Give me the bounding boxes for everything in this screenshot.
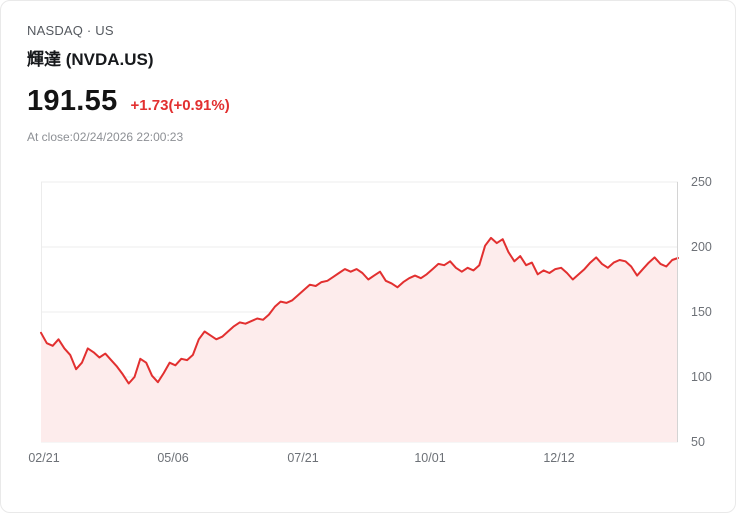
y-axis-label: 150 — [691, 305, 712, 319]
x-axis-label: 05/06 — [157, 451, 189, 465]
y-axis-label: 50 — [691, 435, 705, 449]
price-change: +1.73(+0.91%) — [130, 97, 230, 114]
close-time: At close:02/24/2026 22:00:23 — [27, 130, 184, 144]
quote-header: NASDAQ · US 輝達 (NVDA.US) 191.55 +1.73(+0… — [1, 1, 735, 144]
stock-name: 輝達 (NVDA.US) — [27, 50, 154, 69]
price-row: 191.55 +1.73(+0.91%) — [27, 85, 709, 118]
y-axis-label: 200 — [691, 240, 712, 254]
x-axis-labels: 02/21 05/06 07/21 10/01 12/12 — [28, 451, 678, 469]
x-axis-label: 10/01 — [414, 451, 446, 465]
price-chart: 250 200 150 100 50 02/21 05/06 07/21 10/01 12/12 — [28, 175, 712, 465]
exchange-label: NASDAQ · US — [27, 23, 114, 38]
y-axis-label: 100 — [691, 370, 712, 384]
y-axis-label: 250 — [691, 175, 712, 189]
x-axis-label: 12/12 — [543, 451, 575, 465]
price-chart-svg — [40, 181, 679, 443]
x-axis-label: 07/21 — [287, 451, 319, 465]
current-price: 191.55 — [27, 85, 118, 117]
x-axis-label: 02/21 — [28, 451, 60, 465]
